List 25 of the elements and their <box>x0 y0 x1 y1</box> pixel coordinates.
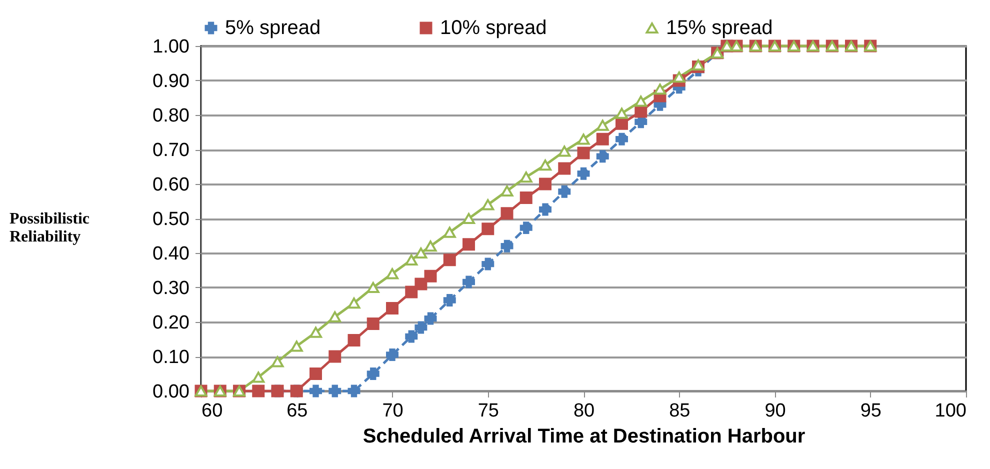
x-tick-label: 70 <box>382 400 404 422</box>
x-tick-label: 95 <box>860 400 882 422</box>
x-tick-label: 90 <box>764 400 786 422</box>
legend-label: 10% spread <box>440 17 547 39</box>
x-axis-title: Scheduled Arrival Time at Destination Harbour <box>362 426 806 448</box>
y-tick-label: 0.70 <box>152 140 190 161</box>
y-tick-label: 0.00 <box>152 382 190 402</box>
x-tick-label: 60 <box>202 400 223 422</box>
y-tick-label: 0.90 <box>152 71 190 92</box>
x-tick-label: 75 <box>478 400 499 422</box>
y-tick-label: 0.10 <box>152 347 190 368</box>
x-tick-label: 85 <box>669 400 690 422</box>
y-axis-title: Possibilistic Reliability <box>10 210 90 246</box>
legend-label: 5% spread <box>225 17 321 39</box>
x-tick-label: 100 <box>934 400 966 422</box>
y-tick-label: 0.20 <box>152 312 190 334</box>
x-tick-label: 65 <box>286 400 308 422</box>
x-tick-label: 80 <box>573 400 595 422</box>
y-tick-label: 0.60 <box>152 174 190 196</box>
y-tick-label: 0.80 <box>152 106 190 126</box>
y-tick-label: 0.30 <box>152 278 190 299</box>
y-tick-label: 1.00 <box>152 36 190 58</box>
y-tick-label: 0.50 <box>152 209 190 230</box>
legend-label: 15% spread <box>666 17 773 39</box>
y-tick-label: 0.40 <box>152 244 190 264</box>
